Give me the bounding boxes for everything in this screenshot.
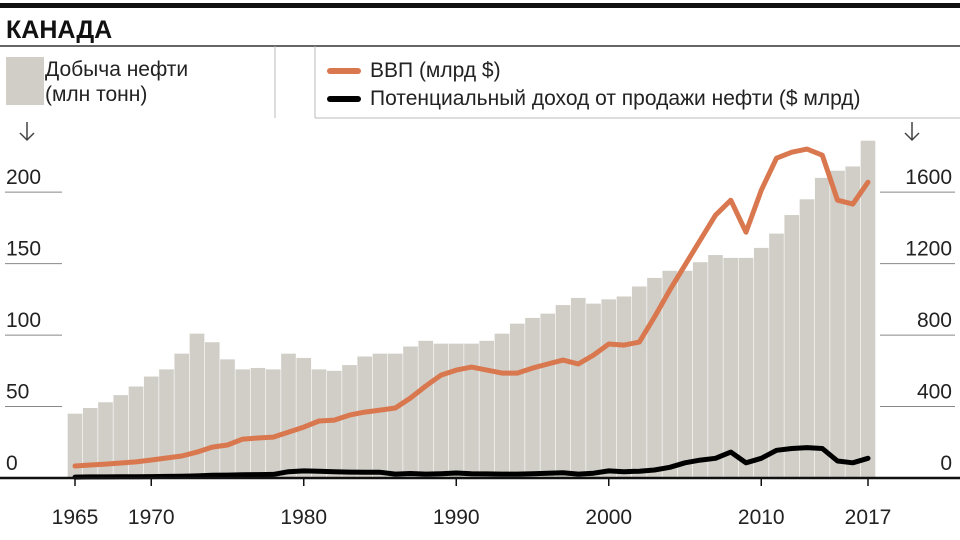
bar bbox=[845, 166, 861, 479]
line bbox=[72, 146, 871, 469]
bar bbox=[647, 277, 662, 478]
bar bbox=[540, 313, 556, 478]
bar bbox=[814, 177, 830, 478]
x-tick-label: 1965 bbox=[52, 506, 99, 529]
x-tick-label: 2010 bbox=[738, 506, 785, 529]
bar bbox=[723, 257, 739, 478]
bar bbox=[616, 296, 632, 478]
legend-label: Потенциальный доход от продажи нефти ($ … bbox=[370, 87, 861, 110]
y-tick-label: 50 bbox=[6, 381, 29, 404]
x-tick-label: 2017 bbox=[845, 506, 892, 529]
bar bbox=[418, 340, 434, 478]
legend-swatch bbox=[6, 57, 44, 105]
x-tick-label: 2000 bbox=[585, 506, 632, 529]
bar bbox=[67, 413, 83, 478]
bar bbox=[738, 257, 754, 478]
legend-label: ВВП (млрд $) bbox=[370, 59, 501, 82]
bar bbox=[479, 340, 495, 478]
y-tick-label: 100 bbox=[6, 309, 41, 332]
x-tick-label: 1980 bbox=[280, 506, 327, 529]
bar bbox=[113, 395, 129, 478]
y2-tick-label: 400 bbox=[917, 381, 952, 404]
bar bbox=[235, 369, 251, 478]
y-tick-label: 200 bbox=[6, 166, 41, 189]
bar bbox=[494, 333, 510, 478]
bar bbox=[281, 353, 296, 478]
bar bbox=[586, 303, 601, 478]
bar bbox=[357, 356, 373, 478]
bar bbox=[769, 233, 784, 478]
bar bbox=[342, 365, 357, 478]
y2-tick-label: 1200 bbox=[905, 238, 952, 261]
line bbox=[72, 445, 871, 480]
bar bbox=[525, 317, 540, 478]
bar bbox=[372, 353, 388, 478]
bar bbox=[159, 369, 174, 478]
bar bbox=[464, 343, 479, 478]
bar bbox=[220, 359, 235, 478]
bar bbox=[448, 343, 464, 478]
bar bbox=[326, 370, 342, 478]
bar bbox=[387, 353, 403, 478]
bar bbox=[296, 357, 312, 478]
y2-tick-label: 0 bbox=[940, 452, 952, 475]
bar bbox=[433, 343, 449, 478]
bar bbox=[98, 402, 113, 478]
bar bbox=[265, 369, 281, 478]
bar bbox=[555, 305, 571, 478]
bar bbox=[708, 255, 723, 478]
bar bbox=[753, 247, 769, 478]
bar bbox=[82, 407, 98, 478]
bar bbox=[631, 286, 647, 478]
bar bbox=[189, 333, 205, 478]
bar bbox=[143, 376, 159, 478]
bar bbox=[128, 386, 144, 478]
bar bbox=[860, 140, 876, 478]
bar bbox=[662, 270, 678, 478]
bar bbox=[799, 199, 815, 478]
bar bbox=[174, 353, 190, 478]
bar bbox=[204, 342, 220, 478]
bar bbox=[830, 170, 845, 478]
y-tick-label: 150 bbox=[6, 238, 41, 261]
bar bbox=[250, 367, 266, 478]
left-axis-arrow bbox=[19, 122, 35, 142]
y2-tick-label: 800 bbox=[917, 309, 952, 332]
chart-title: КАНАДА bbox=[6, 16, 112, 44]
x-tick-label: 1970 bbox=[128, 506, 175, 529]
legend-label: Добыча нефти (млн тонн) bbox=[45, 58, 189, 106]
y-tick-label: 0 bbox=[6, 452, 18, 475]
bar bbox=[570, 297, 586, 478]
bar bbox=[677, 270, 693, 478]
bar bbox=[509, 323, 525, 478]
x-tick-label: 1990 bbox=[433, 506, 480, 529]
y2-tick-label: 1600 bbox=[905, 166, 952, 189]
right-axis-arrow bbox=[904, 122, 920, 142]
bar bbox=[692, 262, 708, 478]
bar bbox=[601, 299, 617, 478]
bar bbox=[784, 215, 800, 479]
bar bbox=[403, 346, 418, 478]
top-rule bbox=[0, 3, 960, 8]
